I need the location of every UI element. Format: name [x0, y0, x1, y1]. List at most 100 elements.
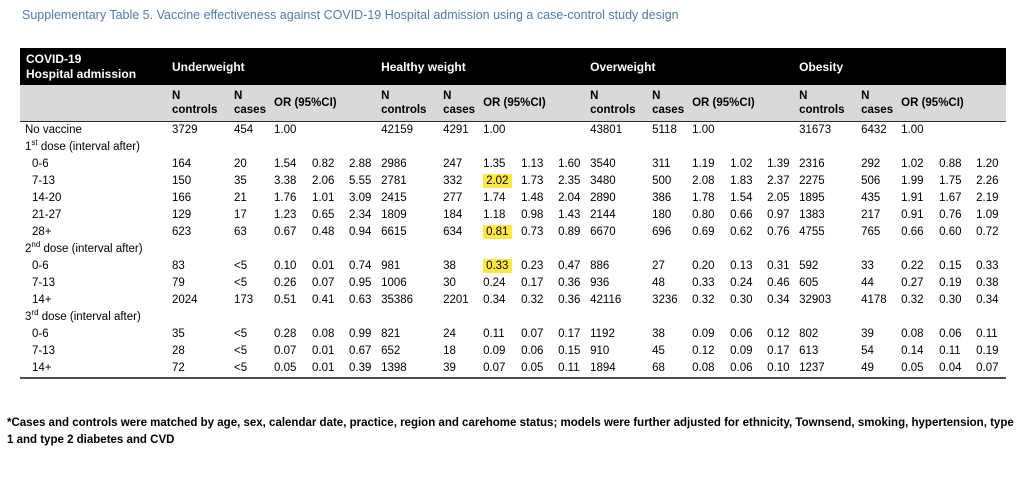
row-label: 14+ — [20, 359, 170, 379]
data-cell: 4178 — [861, 293, 887, 306]
data-cell: 1.73 — [521, 174, 544, 187]
data-cell: 0.12 — [767, 327, 790, 340]
data-cell: 0.07 — [974, 359, 1007, 379]
data-cell: 0.24 — [730, 276, 753, 289]
data-cell: 5118 — [652, 123, 677, 136]
table-row: 7-13 150 35 3.38 2.06 5.55 2781 332 2.02 1.73 2.35… — [20, 173, 1006, 190]
data-cell: 184 — [443, 208, 463, 221]
data-cell: 3236 — [652, 293, 678, 306]
data-cell: 0.98 — [521, 208, 544, 221]
group-header-obesity: Obesity — [797, 48, 1007, 85]
data-cell: 0.08 — [901, 327, 924, 340]
data-cell: 0.12 — [692, 344, 715, 357]
data-cell: 2.88 — [349, 157, 372, 170]
results-table: COVID-19 Hospital admission Underweight … — [20, 48, 1007, 379]
data-cell: 292 — [861, 157, 881, 170]
subheader-or-ci: OR (95%CI) — [272, 85, 380, 122]
data-cell: 1.67 — [939, 191, 962, 204]
data-cell: 0.33 — [481, 258, 519, 275]
data-cell: 0.76 — [939, 208, 962, 221]
data-cell: 0.67 — [349, 344, 372, 357]
data-cell: 0.72 — [976, 225, 999, 238]
data-cell: 802 — [799, 327, 819, 340]
row-label: 7-13 — [32, 276, 56, 289]
data-cell: 0.05 — [519, 359, 557, 379]
data-cell: 0.31 — [767, 259, 790, 272]
data-cell: 42116 — [590, 293, 622, 306]
data-cell: 3729 — [172, 123, 198, 136]
data-cell: 68 — [650, 359, 691, 379]
data-cell: 0.11 — [976, 327, 998, 340]
data-cell: 6615 — [381, 225, 407, 238]
data-cell: 0.66 — [730, 208, 753, 221]
data-cell: <5 — [234, 276, 248, 289]
data-cell: 1.54 — [730, 191, 753, 204]
data-cell: 0.34 — [483, 293, 506, 306]
data-cell: 1.19 — [692, 157, 715, 170]
data-cell: 0.11 — [939, 344, 961, 357]
row-label: No vaccine — [25, 123, 82, 136]
data-cell: 166 — [172, 191, 192, 204]
data-cell: 0.19 — [939, 276, 962, 289]
data-cell: 0.07 — [312, 276, 335, 289]
page-title: Supplementary Table 5. Vaccine effective… — [22, 8, 679, 22]
data-cell: 981 — [381, 259, 401, 272]
data-cell — [310, 121, 347, 139]
data-cell: 1.20 — [976, 157, 999, 170]
data-cell: 0.67 — [274, 225, 297, 238]
data-cell: 0.82 — [312, 157, 335, 170]
data-cell: 27 — [652, 259, 665, 272]
data-cell: 0.99 — [349, 327, 372, 340]
data-cell: 0.26 — [274, 276, 297, 289]
data-cell: 0.05 — [272, 359, 310, 379]
data-cell: 0.66 — [901, 225, 924, 238]
data-cell: 652 — [381, 344, 401, 357]
data-cell: 821 — [381, 327, 401, 340]
data-cell: 0.33 — [976, 259, 999, 272]
data-cell: 0.13 — [730, 259, 753, 272]
data-cell: 1.00 — [274, 123, 297, 136]
data-cell: 0.11 — [483, 327, 505, 340]
data-cell: 4291 — [443, 123, 469, 136]
data-cell: 0.17 — [767, 344, 790, 357]
data-cell: 72 — [170, 359, 232, 379]
data-cell: 3.38 — [274, 174, 297, 187]
data-cell: 0.08 — [312, 327, 335, 340]
data-cell: 0.73 — [521, 225, 544, 238]
data-cell: 2.34 — [349, 208, 372, 221]
data-cell: 0.06 — [730, 327, 753, 340]
data-cell: 1.78 — [692, 191, 715, 204]
corner-header-line2: Hospital admission — [26, 66, 137, 81]
data-cell: 2316 — [799, 157, 825, 170]
data-cell: 6670 — [590, 225, 616, 238]
data-cell: 0.08 — [690, 359, 729, 379]
data-cell: 2144 — [590, 208, 616, 221]
data-cell: <5 — [232, 359, 272, 379]
data-cell: 0.17 — [558, 327, 581, 340]
data-cell: 634 — [443, 225, 463, 238]
data-cell: 20 — [234, 157, 247, 170]
data-cell: 0.97 — [767, 208, 790, 221]
data-cell: 0.95 — [349, 276, 372, 289]
data-cell: <5 — [234, 259, 248, 272]
data-cell: 0.15 — [558, 344, 581, 357]
results-table-container: COVID-19 Hospital admission Underweight … — [20, 48, 1007, 379]
data-cell: 0.09 — [483, 344, 506, 357]
data-cell: 696 — [652, 225, 672, 238]
highlighted-value: 0.81 — [483, 224, 513, 239]
data-cell: 623 — [172, 225, 192, 238]
data-cell: 0.36 — [558, 293, 581, 306]
data-cell: 277 — [443, 191, 463, 204]
data-cell: 38 — [443, 259, 456, 272]
data-cell: 454 — [234, 123, 254, 136]
data-cell: 35386 — [381, 293, 414, 306]
row-label: 0-6 — [32, 327, 49, 340]
group-header-overweight: Overweight — [588, 48, 798, 85]
data-cell: 21 — [234, 191, 247, 204]
data-cell: 24 — [443, 327, 456, 340]
data-cell: 150 — [172, 174, 192, 187]
data-cell: 2986 — [381, 157, 407, 170]
data-cell: 1.74 — [483, 191, 506, 204]
data-cell: 0.34 — [976, 293, 999, 306]
